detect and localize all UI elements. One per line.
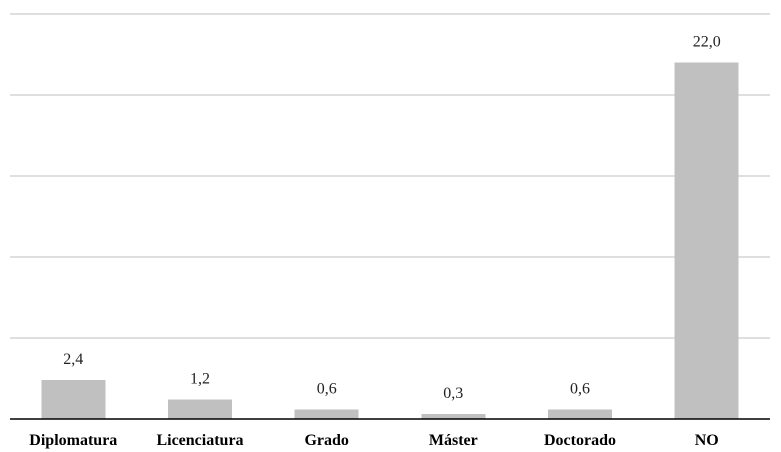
- bar-m-ster: [421, 414, 486, 419]
- data-label: 2,4: [63, 351, 83, 368]
- bars: [41, 62, 739, 419]
- bar-diplomatura: [41, 380, 106, 419]
- x-tick-label: NO: [695, 432, 719, 449]
- x-axis-tick-labels: Diplomatura Licenciatura Grado Máster Doctor…: [29, 432, 718, 449]
- x-tick-label: Doctorado: [544, 432, 616, 449]
- x-tick-label: Grado: [304, 432, 348, 449]
- bar-doctorado: [548, 409, 612, 419]
- data-label: 0,6: [570, 380, 590, 397]
- data-label: 0,6: [317, 380, 337, 397]
- data-label: 22,0: [693, 34, 721, 51]
- data-label: 1,2: [190, 371, 210, 388]
- data-label: 0,3: [443, 385, 463, 402]
- gridlines: [10, 13, 770, 339]
- bar-grado: [294, 409, 359, 419]
- x-tick-label: Máster: [429, 432, 478, 449]
- x-tick-label: Diplomatura: [29, 432, 117, 449]
- bar-licenciatura: [168, 399, 232, 419]
- bar-no: [674, 62, 739, 419]
- x-tick-label: Licenciatura: [156, 432, 243, 449]
- data-labels: 2,4 1,2 0,6 0,3 0,6 22,0: [63, 34, 720, 403]
